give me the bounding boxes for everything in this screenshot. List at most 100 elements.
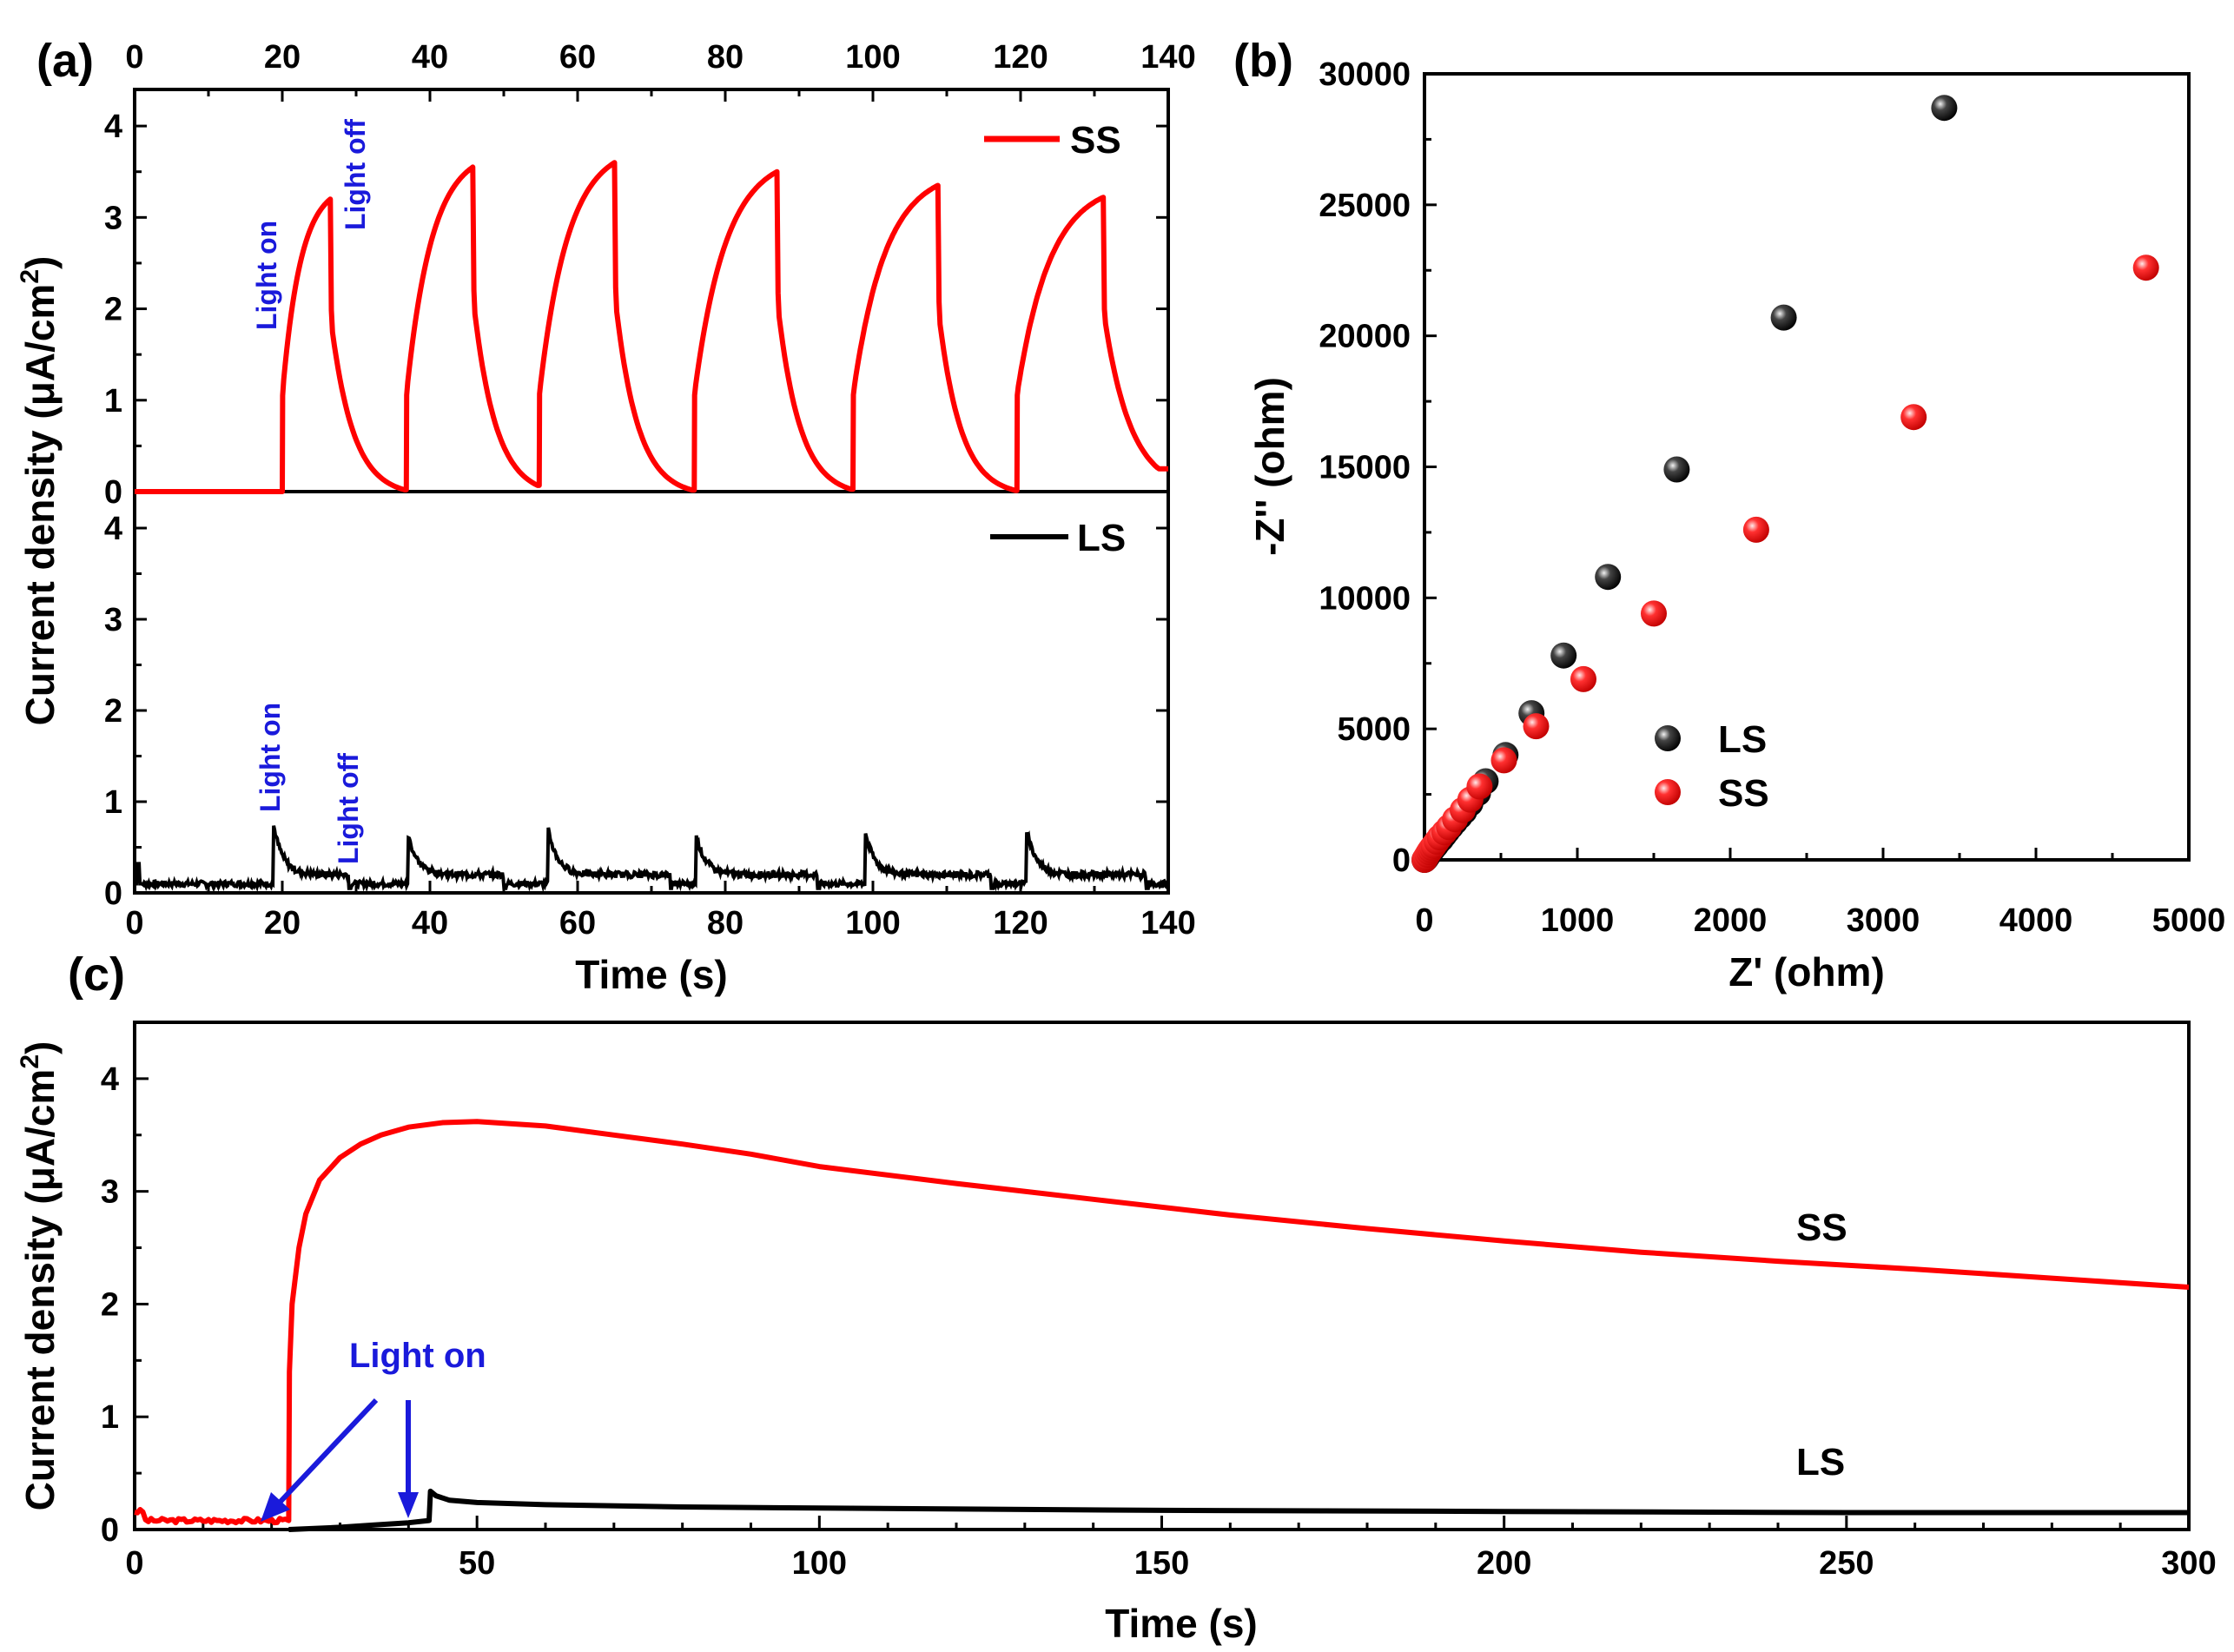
panel-b-ylabel: -Z'' (ohm) [1247, 377, 1292, 556]
panel-b-ticks: 0 1000 2000 3000 4000 5000 0 5000 10000 15000 2000… [1319, 56, 2225, 939]
panel-c-ticks: 0 50 100 150 200 250 300 0 1 2 3 4 [101, 1021, 2217, 1582]
legend-ss-text: SS [1718, 772, 1769, 815]
annotation-ss-light-off: Light off [340, 119, 371, 230]
panel-a-ss-curve [134, 160, 1169, 494]
a-xtick-label-top: 0 [125, 39, 143, 76]
a-ytick-label-top: 4 [104, 109, 122, 145]
panel-c-label: (c) [68, 948, 125, 1001]
a-ytick-label-top: 2 [104, 292, 122, 328]
a-ls-series-line [135, 825, 1169, 893]
panel-a-ticks: 0020204040606080801001001201201401400011… [104, 39, 1196, 942]
a-ytick-label-bottom: 2 [104, 693, 122, 730]
panel-c-xlabel: Time (s) [1105, 1601, 1258, 1646]
a-xtick-label-top: 140 [1140, 39, 1195, 76]
panel-a-ls-curve [135, 825, 1169, 893]
c-xtick-label: 0 [125, 1545, 143, 1582]
a-ytick-label-bottom: 3 [104, 602, 122, 638]
panel-b-frame [1423, 72, 2191, 862]
panel-a-label: (a) [36, 35, 94, 87]
b-ytick-label: 15000 [1319, 450, 1411, 486]
b-point-ss [1490, 747, 1517, 774]
panel-a-bottom-frame [133, 490, 1170, 895]
c-ytick-label: 3 [101, 1174, 119, 1211]
b-point-ls [1595, 564, 1622, 591]
b-point-ss [1900, 404, 1927, 431]
b-xtick-label: 0 [1415, 902, 1433, 939]
arrow-ss-shaft [274, 1398, 379, 1509]
annotation-ss-light-on: Light on [251, 221, 282, 330]
panel-c-ylabel: Current density (μA/cm2) [16, 1041, 63, 1511]
legend-ss-marker [1655, 779, 1681, 805]
b-ytick-label: 20000 [1319, 319, 1411, 355]
c-ytick-label: 1 [101, 1399, 119, 1436]
b-point-ls [1550, 642, 1577, 669]
panel-b-points [1411, 95, 2159, 873]
a-ytick-label-bottom: 1 [104, 784, 122, 821]
b-point-ls [1663, 456, 1690, 483]
a-xtick-label-top: 60 [559, 39, 596, 76]
annotation-ls-light-on: Light on [254, 703, 286, 812]
panel-c: 0 50 100 150 200 250 300 0 1 2 3 4 SS LS Light on T… [16, 1021, 2217, 1646]
a-xtick-label-bottom: 60 [559, 905, 596, 942]
c-xtick-label: 250 [1819, 1545, 1874, 1582]
c-ytick-label: 4 [101, 1061, 119, 1098]
b-ytick-label: 10000 [1319, 580, 1411, 617]
panel-b-xlabel: Z' (ohm) [1728, 949, 1885, 995]
c-ytick-label: 0 [101, 1512, 119, 1549]
b-point-ls [1931, 95, 1958, 122]
a-ytick-label-top: 3 [104, 200, 122, 236]
a-xtick-label-top: 20 [264, 39, 301, 76]
c-xtick-label: 100 [792, 1545, 847, 1582]
c-xtick-label: 200 [1477, 1545, 1531, 1582]
a-xtick-label-top: 80 [707, 39, 744, 76]
a-xtick-label-top: 120 [993, 39, 1048, 76]
b-point-ls [1770, 304, 1797, 331]
c-ls-series-line [288, 1488, 2189, 1532]
a-ytick-label-bottom: 4 [104, 511, 122, 547]
b-point-ss [2132, 254, 2159, 281]
a-xtick-label-top: 40 [412, 39, 448, 76]
a-xtick-label-bottom: 80 [707, 905, 744, 942]
annotation-c-light-on: Light on [349, 1337, 486, 1375]
b-xtick-label: 4000 [1999, 902, 2073, 939]
b-point-ss [1641, 600, 1667, 627]
c-ytick-label: 2 [101, 1286, 119, 1323]
a-xtick-label-bottom: 40 [412, 905, 448, 942]
panel-c-curves [134, 1119, 2190, 1532]
b-point-ss [1570, 665, 1596, 692]
b-point-ss [1742, 516, 1769, 543]
c-xtick-label: 300 [2161, 1545, 2216, 1582]
a-xtick-label-bottom: 140 [1140, 905, 1195, 942]
panel-a: 0020204040606080801001001201201401400011… [16, 39, 1196, 997]
b-xtick-label: 5000 [2152, 902, 2226, 939]
annotation-ls-light-off: Light off [333, 753, 364, 864]
legend-ls-marker [1655, 725, 1681, 751]
a-ytick-label-top: 1 [104, 383, 122, 420]
label-ss: SS [1796, 1206, 1847, 1249]
a-xtick-label-top: 100 [845, 39, 900, 76]
b-ytick-label: 30000 [1319, 56, 1411, 93]
c-xtick-label: 50 [459, 1545, 495, 1582]
arrow-ss-head [261, 1492, 290, 1522]
c-xtick-label: 150 [1134, 1545, 1189, 1582]
b-ytick-label: 5000 [1337, 711, 1411, 748]
a-xtick-label-bottom: 100 [845, 905, 900, 942]
a-ss-series-line [134, 160, 1169, 494]
a-xtick-label-bottom: 120 [993, 905, 1048, 942]
legend-ls-text: LS [1718, 718, 1767, 761]
arrow-ls-head [398, 1492, 419, 1518]
panel-b: 0 1000 2000 3000 4000 5000 0 5000 10000 15000 2000… [1247, 56, 2225, 995]
panel-b-label: (b) [1233, 35, 1293, 87]
b-xtick-label: 3000 [1847, 902, 1920, 939]
legend-ss-label: SS [1070, 119, 1121, 162]
b-point-ss [1466, 773, 1493, 800]
panel-a-ylabel: Current density (μA/cm2) [16, 256, 63, 726]
b-xtick-label: 1000 [1541, 902, 1615, 939]
legend-ls-label: LS [1077, 517, 1126, 559]
a-ytick-label-top: 0 [104, 474, 122, 511]
panel-c-frame [133, 1021, 2191, 1531]
c-ss-series-line [134, 1119, 2190, 1526]
b-ytick-label: 25000 [1319, 188, 1411, 224]
a-xtick-label-bottom: 20 [264, 905, 301, 942]
